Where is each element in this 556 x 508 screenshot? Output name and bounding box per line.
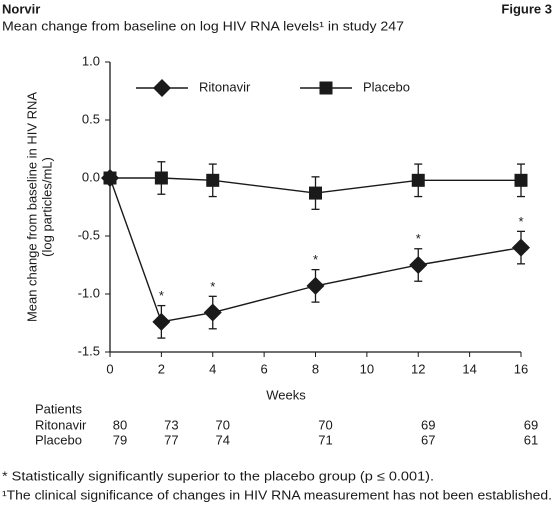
x-tick-label: 6	[261, 361, 268, 376]
patient-count: 70	[318, 417, 332, 432]
x-axis-label: Weeks	[266, 387, 306, 402]
figure-label: Figure 3	[501, 1, 552, 16]
table-title: Patients	[35, 401, 82, 416]
significance-label: *	[159, 288, 164, 303]
patient-count: 73	[164, 417, 178, 432]
significance-label: *	[313, 252, 318, 267]
footnote: * Statistically significantly superior t…	[2, 468, 434, 483]
legend-label: Ritonavir	[199, 79, 251, 94]
patient-count: 70	[216, 417, 230, 432]
x-tick-label: 10	[360, 361, 374, 376]
y-tick-label: 0.5	[82, 111, 100, 126]
y-tick-label: 0.0	[82, 169, 100, 184]
y-tick-label: -0.5	[78, 227, 100, 242]
patient-count: 61	[524, 432, 538, 447]
marker	[409, 256, 428, 274]
patient-count: 67	[421, 432, 435, 447]
patient-count: 69	[524, 417, 538, 432]
x-tick-label: 2	[158, 361, 165, 376]
patient-count: 77	[164, 432, 178, 447]
chart-title: Mean change from baseline on log HIV RNA…	[2, 18, 404, 33]
marker	[309, 186, 322, 200]
significance-label: *	[210, 279, 215, 294]
legend-marker	[319, 81, 333, 95]
y-axis-label: (log particles/mL)	[39, 157, 54, 257]
x-tick-label: 12	[411, 361, 425, 376]
marker	[103, 171, 117, 185]
brand: Norvir	[2, 1, 40, 16]
y-tick-label: -1.0	[78, 285, 100, 300]
patient-count: 69	[421, 417, 435, 432]
patient-count: 79	[113, 432, 127, 447]
marker	[154, 171, 168, 185]
marker	[203, 303, 222, 322]
legend-marker	[153, 79, 171, 97]
y-tick-label: -1.5	[78, 343, 100, 358]
y-axis-label: Mean change from baseline in HIV RNA	[24, 92, 39, 322]
series-line	[109, 177, 522, 323]
marker	[411, 173, 425, 187]
x-tick-label: 4	[209, 361, 216, 376]
x-tick-label: 16	[514, 361, 528, 376]
marker	[152, 312, 171, 331]
patient-count: 71	[318, 432, 332, 447]
marker	[512, 238, 530, 257]
legend-label: Placebo	[363, 79, 410, 94]
series-line	[110, 177, 521, 194]
row-label: Ritonavir	[35, 417, 87, 432]
x-tick-label: 0	[106, 361, 113, 376]
row-label: Placebo	[35, 432, 82, 447]
significance-label: *	[416, 231, 421, 246]
marker	[514, 173, 528, 187]
marker	[306, 276, 325, 295]
y-tick-label: 1.0	[82, 53, 100, 68]
footnote: ¹The clinical significance of changes in…	[2, 487, 552, 502]
x-tick-label: 8	[312, 361, 319, 376]
marker	[206, 173, 220, 187]
patient-count: 80	[113, 417, 127, 432]
patient-count: 74	[216, 432, 230, 447]
x-tick-label: 14	[462, 361, 476, 376]
significance-label: *	[518, 214, 523, 229]
